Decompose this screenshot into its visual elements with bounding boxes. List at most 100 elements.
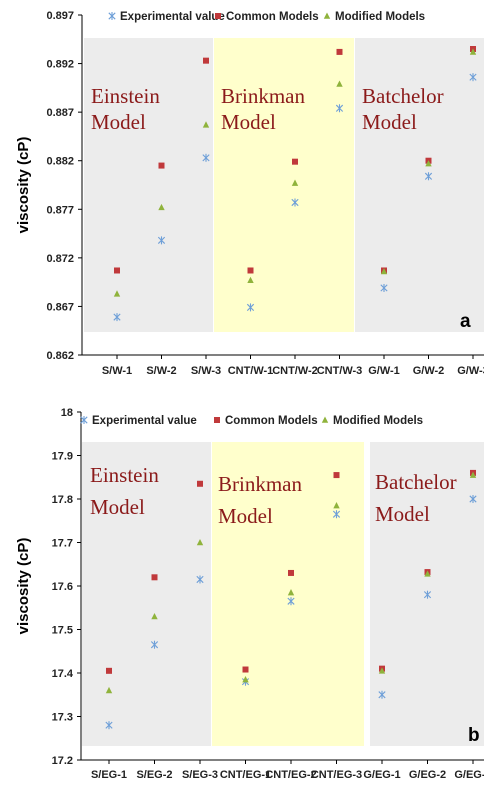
data-point-common xyxy=(203,57,209,64)
data-point-modified xyxy=(336,80,343,87)
y-tick-label: 0.867 xyxy=(46,301,74,313)
x-tick-label: G/EG-2 xyxy=(409,769,446,781)
y-tick-label: 0.877 xyxy=(46,204,74,216)
x-tick-label: CNT/W-3 xyxy=(317,365,363,377)
y-tick-label: 0.892 xyxy=(46,59,74,71)
data-point-experimental xyxy=(424,172,433,181)
legend-label-experimental: Experimental value xyxy=(92,415,197,427)
x-tick-label: S/W-3 xyxy=(191,365,221,377)
chart-panel-b: Einstein Model Brinkman Model Batchelor Model… xyxy=(15,407,484,781)
y-tick-label: 0.897 xyxy=(46,10,74,22)
y-tick-label: 0.887 xyxy=(46,107,74,119)
data-point-modified xyxy=(287,589,295,596)
model-name-label: Batchelor xyxy=(362,84,444,108)
y-tick-label: 0.862 xyxy=(46,350,74,362)
x-tick-label: CNT/EG-1 xyxy=(220,769,271,781)
data-point-modified xyxy=(469,471,477,478)
data-point-experimental xyxy=(380,283,388,292)
x-tick-label: G/EG-1 xyxy=(363,769,400,781)
data-point-experimental xyxy=(469,73,477,82)
model-word-label: Model xyxy=(221,110,276,134)
data-point-experimental xyxy=(157,236,166,245)
data-point-common xyxy=(158,162,165,169)
y-tick-label: 0.872 xyxy=(46,253,74,265)
x-tick-label: S/EG-1 xyxy=(91,769,127,781)
y-tick-label: 18 xyxy=(61,407,73,419)
data-point-experimental xyxy=(469,495,477,503)
model-name-label: Einstein xyxy=(91,84,160,108)
x-tick-label: S/W-1 xyxy=(102,365,132,377)
data-point-experimental xyxy=(378,690,386,699)
y-tick-label: 17.9 xyxy=(52,451,73,463)
data-point-experimental xyxy=(150,640,159,649)
data-point-modified xyxy=(333,502,340,509)
x-tick-label: S/EG-3 xyxy=(182,769,218,781)
legend-marker-modified xyxy=(323,12,331,19)
y-tick-label: 17.5 xyxy=(52,625,73,637)
legend-marker-experimental xyxy=(108,12,116,20)
model-word-label: Model xyxy=(91,110,146,134)
y-tick-label: 17.3 xyxy=(52,712,73,724)
y-tick-label: 17.8 xyxy=(52,494,73,506)
legend-marker-experimental xyxy=(80,416,88,424)
data-point-modified xyxy=(469,48,477,55)
legend-marker-common xyxy=(215,13,221,19)
model-word-label: Model xyxy=(362,110,417,134)
model-word-label: Model xyxy=(375,502,430,526)
y-axis-label: viscosity (cP) xyxy=(15,538,32,635)
data-point-modified xyxy=(424,570,431,577)
data-point-common xyxy=(242,666,249,673)
data-point-common xyxy=(114,267,120,274)
data-point-modified xyxy=(105,686,113,694)
data-point-modified xyxy=(113,290,121,297)
panel-label: a xyxy=(460,311,471,332)
x-tick-label: S/EG-2 xyxy=(136,769,172,781)
data-point-experimental xyxy=(202,153,210,162)
data-point-experimental xyxy=(113,313,121,322)
data-point-modified xyxy=(425,160,432,167)
data-point-modified xyxy=(158,203,165,211)
model-name-label: Einstein xyxy=(90,463,159,487)
x-tick-label: G/W-2 xyxy=(413,365,445,377)
data-point-modified xyxy=(247,276,254,283)
legend-label-common: Common Models xyxy=(226,11,319,23)
chart-panel-a: EinsteinModelBrinkmanModelBatchelorModel… xyxy=(15,10,484,377)
data-point-common xyxy=(336,48,343,55)
data-point-common xyxy=(151,574,158,581)
data-point-common xyxy=(288,569,294,576)
data-point-common xyxy=(106,667,112,674)
panel-label: b xyxy=(468,725,480,746)
legend-marker-common xyxy=(214,417,220,423)
model-region-einstein xyxy=(82,442,211,746)
data-point-modified xyxy=(378,667,386,674)
data-point-experimental xyxy=(291,198,299,207)
model-word-label: Model xyxy=(218,504,273,528)
data-point-experimental xyxy=(287,597,295,606)
data-point-experimental xyxy=(105,721,113,730)
x-tick-label: CNT/W-2 xyxy=(272,365,318,377)
model-region-batchelor xyxy=(355,38,484,332)
data-point-experimental xyxy=(332,510,341,519)
model-name-label: Batchelor xyxy=(375,470,457,494)
x-tick-label: S/W-2 xyxy=(146,365,176,377)
y-tick-label: 0.882 xyxy=(46,156,74,168)
model-word-label: Model xyxy=(90,495,145,519)
y-axis-label: viscosity (cP) xyxy=(15,137,32,234)
y-tick-label: 17.2 xyxy=(52,755,73,767)
x-tick-label: G/W-1 xyxy=(368,365,400,377)
model-name-label: Brinkman xyxy=(218,472,302,496)
data-point-common xyxy=(292,158,298,165)
y-tick-label: 17.4 xyxy=(52,668,74,680)
x-tick-label: G/EG-3 xyxy=(454,769,484,781)
x-tick-label: CNT/W-1 xyxy=(228,365,274,377)
legend-marker-modified xyxy=(321,416,329,423)
x-tick-label: CNT/EG-2 xyxy=(265,769,316,781)
legend-label-modified: Modified Models xyxy=(333,415,423,427)
data-point-modified xyxy=(242,676,249,683)
model-name-label: Brinkman xyxy=(221,84,305,108)
model-region-einstein xyxy=(84,38,213,332)
x-tick-label: G/W-3 xyxy=(457,365,484,377)
legend-label-modified: Modified Models xyxy=(335,11,425,23)
data-point-experimental xyxy=(335,104,344,113)
data-point-modified xyxy=(202,121,210,128)
